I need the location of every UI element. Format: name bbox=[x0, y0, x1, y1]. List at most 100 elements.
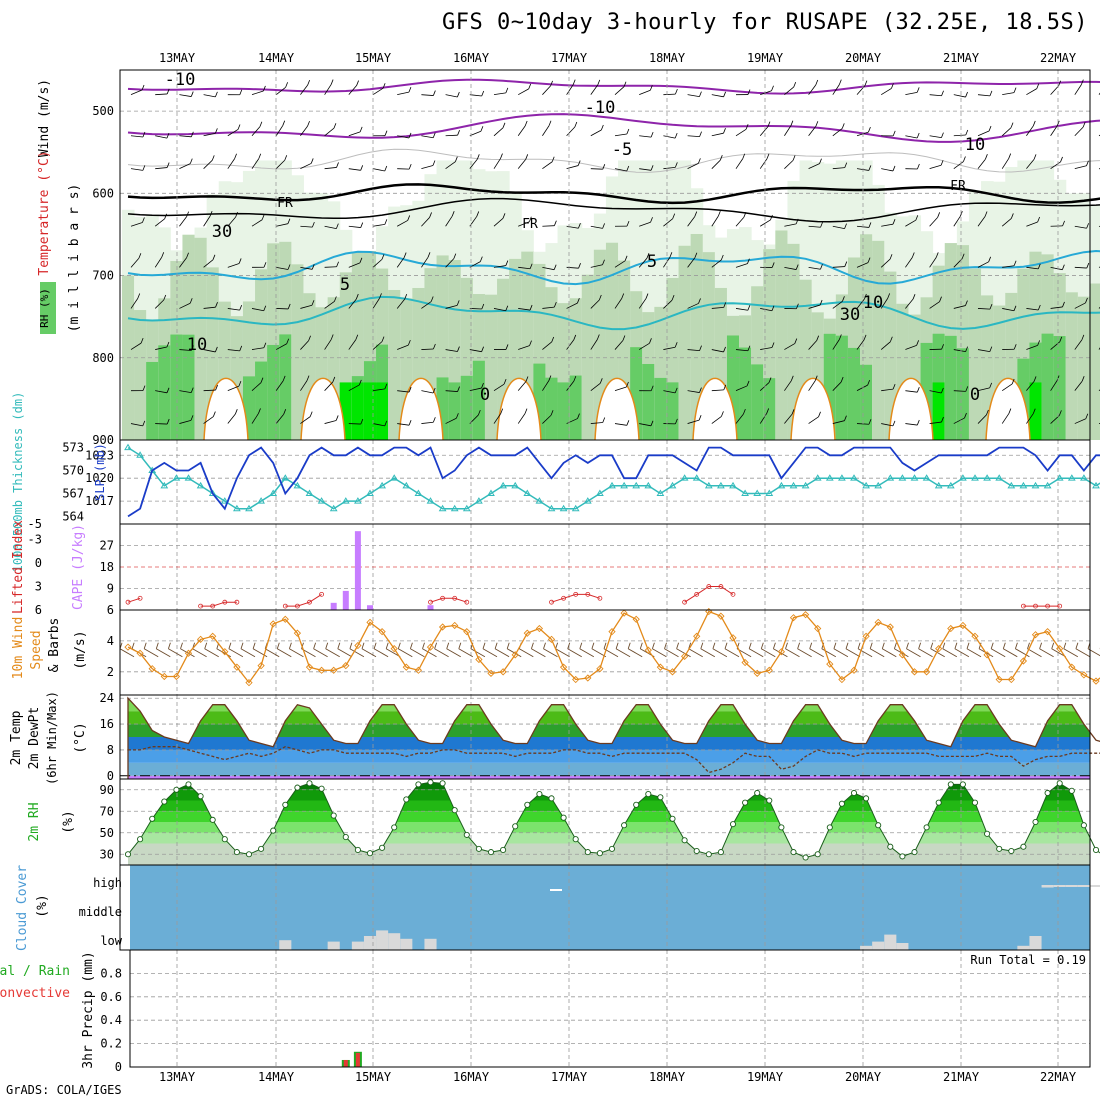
wind-barb bbox=[493, 217, 504, 227]
wind-barb bbox=[396, 257, 405, 268]
rh-point bbox=[838, 800, 845, 807]
rh-point bbox=[596, 850, 603, 857]
wind-barb bbox=[735, 216, 745, 227]
rh-point bbox=[209, 816, 216, 823]
wind-barb bbox=[421, 390, 434, 394]
wind-barb bbox=[517, 125, 526, 137]
thickness-point bbox=[184, 474, 193, 481]
thickness-point bbox=[692, 474, 701, 481]
thickness-point bbox=[983, 474, 991, 481]
wind-barb-flag bbox=[1086, 262, 1090, 269]
thickness-point bbox=[838, 474, 846, 481]
wind-barb-flag bbox=[915, 215, 919, 221]
wind-barb-flag bbox=[550, 80, 553, 87]
wind-speed-point bbox=[1068, 663, 1076, 671]
wind-barb bbox=[289, 648, 304, 658]
day-label-top: 15MAY bbox=[355, 51, 392, 65]
thickness-point bbox=[1067, 474, 1076, 481]
wind-barb bbox=[977, 414, 987, 424]
wind-barb-flag bbox=[1062, 220, 1065, 227]
rh-point bbox=[318, 785, 325, 792]
wind-barb bbox=[155, 346, 168, 350]
wind-barb-flag bbox=[719, 155, 723, 161]
wind-barb-flag bbox=[325, 642, 329, 649]
cape-tick-label: 18 bbox=[100, 560, 114, 574]
wind-barb bbox=[227, 158, 235, 169]
wind-barb bbox=[348, 262, 361, 268]
wind-barb-flag bbox=[723, 128, 726, 134]
lifted-index-line bbox=[127, 597, 141, 603]
wind-barb-flag bbox=[965, 129, 969, 136]
thickness-point bbox=[341, 497, 350, 504]
thickness-point bbox=[378, 481, 386, 489]
wind-barb bbox=[953, 390, 966, 392]
wind-barb-flag bbox=[239, 345, 243, 352]
wind-barb-flag bbox=[502, 122, 506, 128]
wind-barb-flag bbox=[408, 386, 412, 393]
wind-barb-flag bbox=[840, 376, 844, 383]
thickness-point bbox=[1092, 481, 1100, 489]
precip-tick-label: 0 bbox=[115, 1060, 122, 1074]
wind-barb bbox=[324, 420, 337, 424]
surface-temp-contour bbox=[790, 377, 836, 441]
wind-barb bbox=[337, 648, 353, 658]
wind-barb-flag bbox=[984, 211, 988, 217]
wind-barb bbox=[929, 164, 942, 170]
wind-barb bbox=[251, 308, 264, 312]
wind-barb bbox=[372, 388, 385, 392]
ylabel-cloud-cover: Cloud Cover bbox=[15, 865, 30, 951]
rh-shade bbox=[376, 382, 389, 440]
thickness-point bbox=[620, 481, 628, 489]
wind-barb bbox=[445, 304, 458, 309]
wind-barb bbox=[687, 349, 700, 352]
cloud-bar-low bbox=[400, 938, 413, 950]
ylabel-speed: Speed bbox=[29, 630, 44, 669]
precip-legend-total: Total / Rain bbox=[0, 964, 70, 979]
wind-barb-flag bbox=[1063, 642, 1067, 649]
thickness-point bbox=[1007, 481, 1016, 489]
thickness-line bbox=[127, 446, 1100, 510]
wind-speed-point bbox=[1092, 677, 1100, 685]
rh-point bbox=[330, 812, 337, 819]
panel-frame-precip bbox=[129, 949, 1091, 1068]
dewpoint-line bbox=[128, 746, 1100, 774]
rh-point bbox=[1020, 843, 1027, 850]
wind-barb-flag bbox=[446, 642, 450, 649]
rh-point bbox=[185, 781, 192, 788]
temp-band bbox=[128, 749, 1090, 763]
wind-barb-flag bbox=[311, 300, 315, 306]
wind-barb-flag bbox=[214, 346, 218, 353]
thickness-point bbox=[910, 474, 919, 481]
cape-tick-label: 27 bbox=[100, 539, 114, 553]
wind-barb-flag bbox=[743, 212, 747, 218]
pressure-tick-label: 600 bbox=[92, 186, 114, 200]
wind-barb bbox=[905, 344, 917, 350]
wind-barb-flag bbox=[770, 214, 773, 221]
thickness-point bbox=[281, 474, 290, 481]
wind-barb-flag bbox=[1032, 408, 1036, 414]
wind-barb-flag bbox=[189, 158, 193, 164]
wind-barb bbox=[348, 131, 361, 137]
wind-barb-flag bbox=[724, 642, 728, 649]
wind-barb bbox=[180, 648, 195, 658]
wind-barb-flag bbox=[408, 132, 412, 139]
rh-point bbox=[669, 815, 676, 822]
wind-barb-flag bbox=[239, 89, 243, 95]
wind-barb bbox=[711, 349, 724, 353]
thickness-point bbox=[487, 489, 495, 496]
rh-point bbox=[366, 850, 374, 857]
rh-point bbox=[427, 779, 434, 786]
wind-barb-flag bbox=[308, 335, 311, 341]
wind-barb bbox=[881, 168, 894, 172]
wind-barb bbox=[1050, 306, 1063, 309]
thickness-tick-label: 570 bbox=[62, 464, 84, 478]
wind-speed-point bbox=[184, 649, 193, 657]
lifted-index-point bbox=[319, 591, 325, 597]
wind-barb bbox=[1074, 126, 1084, 137]
contour-label: -10 bbox=[165, 70, 196, 90]
day-label-bottom: 21MAY bbox=[943, 1070, 980, 1084]
wind-barb-flag bbox=[373, 642, 377, 649]
wind-tick-label: 4 bbox=[107, 634, 114, 648]
wind-barb-flag bbox=[814, 375, 818, 381]
wind-barb-flag bbox=[743, 408, 746, 415]
